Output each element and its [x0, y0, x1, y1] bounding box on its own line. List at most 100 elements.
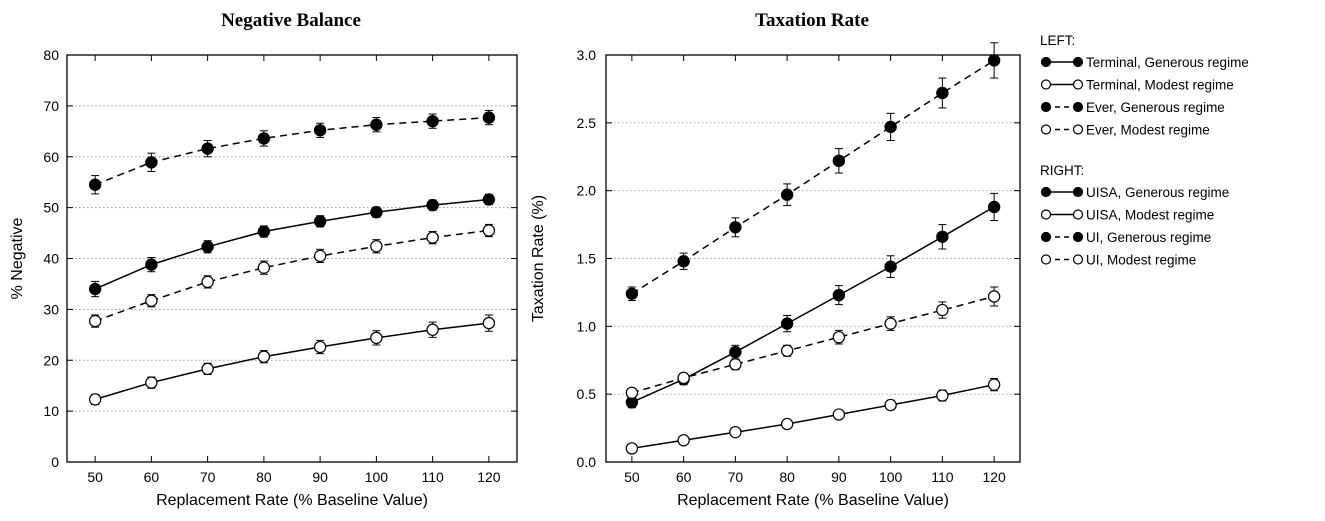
- data-point: [426, 231, 439, 244]
- data-point: [677, 255, 690, 268]
- x-tick-label: 100: [879, 469, 903, 485]
- data-point: [936, 303, 949, 317]
- y-tick-label: 80: [43, 47, 59, 63]
- x-tick-label: 90: [312, 469, 328, 485]
- y-tick-label: 60: [43, 149, 59, 165]
- legend-label: UISA, Generous regime: [1086, 185, 1229, 200]
- series-line: [94, 198, 489, 290]
- data-point: [832, 154, 846, 168]
- x-tick-label: 70: [200, 469, 216, 485]
- data-point: [145, 156, 158, 169]
- y-tick-label: 2.0: [577, 183, 597, 199]
- data-point: [625, 287, 639, 300]
- legend-label: UI, Modest regime: [1086, 253, 1196, 268]
- data-point: [780, 344, 794, 357]
- data-point: [370, 240, 383, 253]
- data-point: [884, 120, 897, 134]
- data-point: [145, 258, 158, 271]
- series-1: [88, 193, 496, 298]
- data-point: [201, 240, 214, 253]
- data-point: [88, 393, 102, 406]
- data-point: [987, 378, 1001, 391]
- legend-marker: [1040, 186, 1052, 198]
- x-tick-label: 90: [831, 469, 847, 485]
- y-axis-label: % Negative: [9, 217, 26, 299]
- data-point: [729, 425, 742, 439]
- data-point: [426, 114, 439, 128]
- legend-label: UI, Generous regime: [1086, 230, 1211, 245]
- legend-marker: [1040, 254, 1052, 265]
- legend-marker: [1040, 124, 1052, 135]
- legend-marker: [1072, 124, 1084, 135]
- legend-marker: [1072, 209, 1084, 220]
- y-tick-label: 0.0: [577, 454, 597, 470]
- legend-marker: [1040, 79, 1052, 90]
- legend-label: Terminal, Modest regime: [1086, 78, 1234, 93]
- legend-header: LEFT:: [1040, 33, 1075, 48]
- legend-label: UISA, Modest regime: [1086, 208, 1214, 223]
- data-point: [88, 282, 102, 296]
- series-line: [631, 206, 995, 403]
- x-tick-label: 60: [676, 469, 692, 485]
- data-point: [884, 260, 897, 273]
- data-point: [313, 340, 327, 354]
- data-point: [936, 389, 949, 402]
- series-3: [625, 42, 1001, 302]
- x-tick-label: 110: [931, 469, 954, 485]
- y-axis-label: Taxation Rate (%): [530, 195, 547, 322]
- chart-panel-2: Taxation Rate 0.0 0.5 1.0 1.5 2.0 2.5 3.0 50 60 70…: [530, 10, 1021, 509]
- x-axis-label: Replacement Rate (% Baseline Value): [156, 492, 428, 509]
- legend-marker: [1072, 231, 1084, 243]
- data-point: [370, 206, 383, 219]
- legend-marker: [1072, 101, 1084, 113]
- x-tick-label: 70: [728, 469, 744, 485]
- legend-label: Ever, Modest regime: [1086, 123, 1210, 138]
- y-tick-label: 30: [43, 301, 59, 317]
- data-point: [780, 317, 794, 330]
- x-tick-label: 80: [779, 469, 795, 485]
- data-point: [88, 178, 102, 191]
- x-tick-label: 100: [365, 469, 389, 485]
- series-4: [88, 223, 496, 328]
- data-point: [257, 261, 271, 274]
- series-2: [625, 378, 1001, 455]
- legend: LEFT: Terminal, Generous regime Terminal, …: [1040, 33, 1249, 268]
- data-point: [145, 376, 158, 389]
- series-line: [94, 322, 489, 401]
- data-point: [257, 132, 271, 145]
- data-point: [201, 142, 214, 155]
- data-point: [201, 275, 214, 289]
- x-tick-label: 60: [144, 469, 160, 485]
- y-tick-label: 1.0: [577, 318, 597, 334]
- data-point: [482, 224, 496, 237]
- data-point: [482, 111, 496, 124]
- x-axis-label: Replacement Rate (% Baseline Value): [677, 492, 949, 509]
- legend-marker: [1040, 56, 1052, 68]
- legend-marker: [1040, 209, 1052, 220]
- y-tick-label: 50: [43, 200, 59, 216]
- data-point: [677, 371, 690, 385]
- legend-header: RIGHT:: [1040, 163, 1084, 178]
- x-tick-label: 50: [624, 469, 640, 485]
- data-point: [313, 215, 327, 228]
- data-point: [257, 350, 271, 363]
- y-tick-label: 1.5: [577, 251, 597, 267]
- legend-marker: [1072, 79, 1084, 90]
- data-point: [482, 316, 496, 330]
- legend-marker: [1072, 186, 1084, 198]
- y-tick-label: 0: [51, 454, 59, 470]
- data-point: [780, 188, 794, 201]
- data-point: [780, 417, 794, 431]
- data-point: [625, 386, 639, 400]
- legend-marker: [1072, 254, 1084, 265]
- y-tick-label: 40: [43, 251, 59, 267]
- series-line: [94, 116, 489, 186]
- data-point: [370, 118, 383, 131]
- series-2: [88, 314, 496, 406]
- data-point: [257, 225, 271, 238]
- data-point: [832, 288, 846, 302]
- y-tick-label: 2.5: [577, 115, 597, 131]
- data-point: [313, 124, 327, 137]
- y-tick-label: 70: [43, 98, 59, 114]
